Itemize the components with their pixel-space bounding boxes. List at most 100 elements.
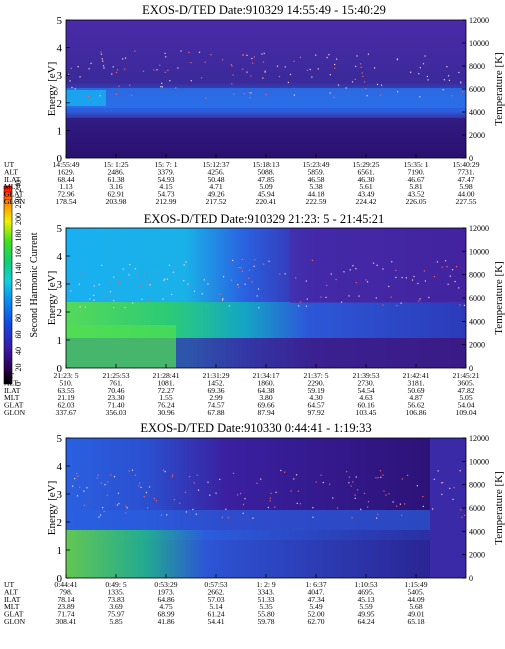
temperature-point <box>293 478 295 480</box>
temperature-point <box>447 283 449 285</box>
temperature-point <box>358 295 360 297</box>
temperature-point <box>244 283 246 285</box>
ephemeris-value: 5.09 <box>259 182 272 191</box>
ephemeris-value: 49.01 <box>407 610 424 619</box>
temperature-point <box>111 73 113 75</box>
temperature-point <box>233 93 235 95</box>
temperature-point <box>433 478 435 480</box>
ephemeris-row-label: MLT <box>4 393 20 402</box>
ephemeris-value: 337.67 <box>56 408 77 417</box>
temperature-point <box>299 56 302 58</box>
ephemeris-value: 64.57 <box>307 401 324 410</box>
y2-tick-label: 8000 <box>469 62 485 71</box>
ephemeris-value: 5.68 <box>409 602 422 611</box>
temperature-point <box>354 497 356 499</box>
temperature-point <box>355 65 357 68</box>
temperature-point <box>262 61 265 63</box>
panel-title: EXOS-D/TED Date:910329 21:23: 5 - 21:45:… <box>144 212 385 226</box>
ephemeris-value: 72.27 <box>157 386 174 395</box>
temperature-point <box>385 494 387 496</box>
temperature-point <box>376 264 378 266</box>
temperature-point <box>230 279 233 281</box>
y-tick-label: 0 <box>57 153 63 165</box>
ephemeris-value: 222.59 <box>306 197 327 206</box>
ephemeris-value: 227.55 <box>456 197 477 206</box>
y2-tick-label: 2000 <box>469 551 485 560</box>
temperature-point <box>252 517 254 519</box>
temperature-point <box>365 279 367 281</box>
temperature-point <box>89 298 91 300</box>
ephemeris-value: 203.98 <box>106 197 127 206</box>
temperature-point <box>93 285 95 287</box>
ephemeris-value: 5859. <box>307 167 324 176</box>
temperature-point <box>401 478 403 480</box>
temperature-point <box>447 75 450 77</box>
ephemeris-value: 46.30 <box>357 175 374 184</box>
temperature-point <box>173 499 176 501</box>
ephemeris-value: 23.89 <box>57 602 74 611</box>
temperature-point <box>363 492 366 495</box>
y-tick-label: 4 <box>57 461 63 473</box>
ephemeris-value: 21:34:17 <box>252 371 279 380</box>
y2-tick-label: 6000 <box>469 504 485 513</box>
ephemeris-row-label: UT <box>4 371 14 380</box>
temperature-point <box>131 94 133 97</box>
y-tick-label: 0 <box>57 363 63 375</box>
temperature-point <box>163 279 165 281</box>
temperature-point <box>180 50 182 52</box>
temperature-point <box>75 472 78 475</box>
ephemeris-value: 1:15:49 <box>404 580 427 589</box>
temperature-point <box>97 474 99 476</box>
temperature-point <box>141 298 143 300</box>
temperature-point <box>248 92 250 94</box>
temperature-point <box>336 58 338 60</box>
temperature-point <box>448 79 451 81</box>
temperature-point <box>100 53 103 55</box>
temperature-point <box>391 261 393 263</box>
temperature-point <box>100 51 102 53</box>
temperature-point <box>112 305 115 307</box>
temperature-point <box>458 71 460 74</box>
temperature-point <box>349 269 351 271</box>
temperature-point <box>83 490 85 492</box>
ephemeris-value: 3379. <box>157 167 174 176</box>
temperature-point <box>337 84 340 86</box>
temperature-point <box>360 508 362 510</box>
temperature-point <box>423 270 426 272</box>
temperature-point <box>264 71 266 73</box>
ephemeris-row-label: GLAT <box>4 190 24 199</box>
temperature-point <box>172 474 174 476</box>
ephemeris-value: 71.74 <box>57 610 74 619</box>
y2-tick-label: 8000 <box>469 271 485 280</box>
temperature-point <box>300 301 302 303</box>
ephemeris-row-label: GLAT <box>4 401 24 410</box>
temperature-point <box>74 88 76 90</box>
temperature-point <box>422 505 424 508</box>
temperature-point <box>164 278 166 280</box>
temperature-point <box>345 87 347 89</box>
temperature-point <box>312 507 314 509</box>
temperature-point <box>437 470 439 472</box>
panel-2: EXOS-D/TED Date:910329 21:23: 5 - 21:45:… <box>4 212 505 417</box>
temperature-point <box>134 474 136 476</box>
temperature-point <box>424 55 426 57</box>
ephemeris-value: 7731. <box>457 167 474 176</box>
ephemeris-value: 65.18 <box>407 617 424 626</box>
temperature-point <box>460 81 462 83</box>
ephemeris-value: 61.38 <box>107 175 124 184</box>
temperature-point <box>167 69 169 71</box>
temperature-point <box>428 296 430 299</box>
ephemeris-row-label: GLON <box>4 617 26 626</box>
ephemeris-value: 5.05 <box>459 393 472 402</box>
ephemeris-value: 5.49 <box>309 602 322 611</box>
temperature-point <box>315 481 317 483</box>
temperature-point <box>156 69 158 71</box>
ephemeris-value: 23.30 <box>107 393 124 402</box>
temperature-point <box>195 513 197 515</box>
temperature-point <box>206 305 209 307</box>
ephemeris-value: 43.49 <box>357 190 374 199</box>
temperature-point <box>68 281 70 283</box>
temperature-point <box>406 474 409 477</box>
ephemeris-row-label: UT <box>4 580 14 589</box>
y-tick-label: 2 <box>57 307 63 319</box>
